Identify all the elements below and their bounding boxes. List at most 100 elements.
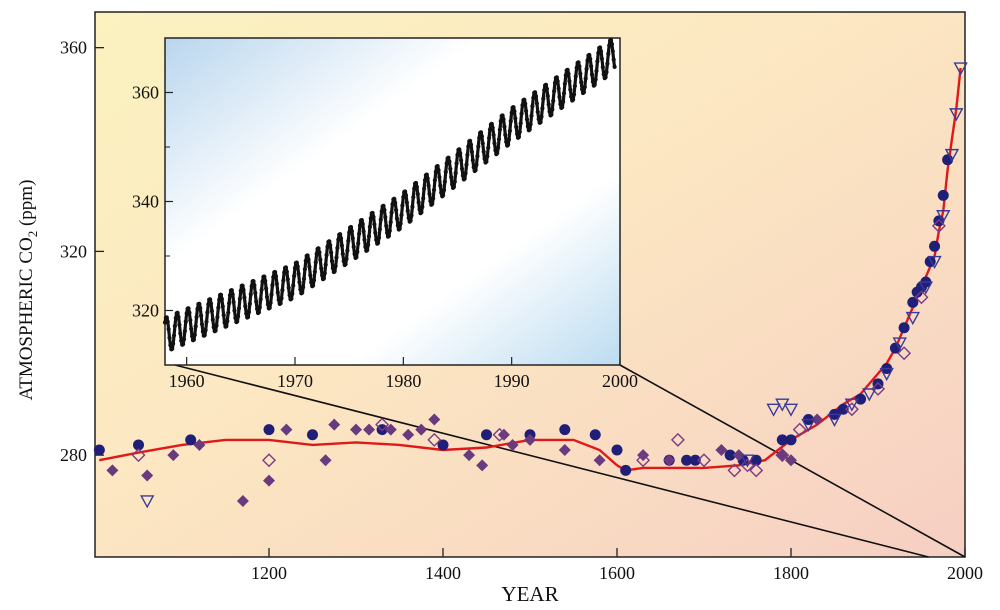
- data-point-diamond: [402, 428, 415, 441]
- inset-monthly-point: [350, 236, 355, 241]
- data-point-circle: [837, 403, 849, 415]
- inset-monthly-point: [528, 122, 533, 127]
- data-point-circle: [437, 439, 449, 451]
- inset-monthly-point: [397, 226, 402, 231]
- inset-monthly-point: [316, 246, 321, 251]
- inset-monthly-point: [560, 105, 565, 110]
- inset-monthly-point: [267, 305, 272, 310]
- data-point-circle: [589, 429, 601, 441]
- inset-monthly-point: [302, 267, 307, 272]
- inset-monthly-point: [572, 83, 578, 89]
- inset-monthly-point: [323, 262, 328, 267]
- inset-monthly-point: [552, 89, 557, 94]
- inset-monthly-point: [376, 240, 381, 246]
- inset-monthly-point: [405, 208, 410, 213]
- data-point-circle: [776, 434, 788, 446]
- inset-monthly-point: [446, 155, 451, 160]
- inset-monthly-point: [297, 280, 302, 285]
- data-points: [93, 62, 968, 509]
- inset-monthly-point: [377, 227, 382, 232]
- inset-monthly-point: [529, 113, 534, 118]
- inset-monthly-point: [388, 220, 393, 225]
- inset-monthly-point: [175, 310, 180, 315]
- inset-monthly-point: [344, 256, 349, 262]
- inset-monthly-point: [496, 145, 501, 150]
- data-point-diamond: [785, 454, 797, 467]
- inset-monthly-point: [565, 67, 570, 72]
- data-point-diamond: [506, 438, 519, 451]
- inset-monthly-point: [424, 172, 429, 177]
- inset-monthly-point: [216, 305, 221, 310]
- inset-monthly-point: [511, 105, 516, 110]
- data-point-diamond: [236, 494, 249, 507]
- inset-monthly-point: [324, 253, 329, 258]
- inset-monthly-point: [403, 189, 408, 194]
- inset-monthly-point: [178, 331, 183, 336]
- inset-monthly-point: [240, 283, 245, 288]
- inset-monthly-point: [187, 310, 192, 315]
- inset-monthly-point: [387, 228, 392, 233]
- inset-monthly-point: [225, 319, 230, 324]
- inset-monthly-point: [242, 295, 247, 300]
- data-point-circle: [263, 424, 275, 436]
- inset-monthly-point: [251, 279, 256, 284]
- inset-monthly-point: [215, 315, 220, 320]
- inset-monthly-point: [413, 180, 419, 186]
- inset-monthly-point: [430, 201, 435, 206]
- inset-monthly-point: [301, 276, 307, 281]
- data-point-diamond: [732, 449, 745, 462]
- inset-monthly-point: [329, 250, 334, 255]
- inset-monthly-point: [415, 192, 420, 197]
- inset-monthly-point: [284, 269, 289, 274]
- inset-monthly-point: [264, 286, 269, 291]
- inset-monthly-point: [210, 317, 215, 322]
- inset-monthly-point: [543, 82, 549, 87]
- inset-monthly-point: [489, 121, 494, 126]
- inset-monthly-point: [577, 64, 582, 69]
- inset-monthly-point: [285, 277, 290, 282]
- inset-monthly-point: [283, 265, 289, 270]
- data-point-open-diamond: [670, 432, 685, 447]
- data-point-open-triangle: [827, 413, 842, 427]
- inset-y-tick-label: 320: [132, 301, 159, 321]
- zoom-line-left: [174, 364, 929, 558]
- inset-monthly-point: [594, 68, 599, 74]
- inset-monthly-point: [496, 137, 502, 142]
- inset-monthly-point: [400, 203, 405, 208]
- inset-monthly-point: [524, 117, 530, 122]
- inset-monthly-point: [221, 313, 226, 318]
- inset-monthly-point: [170, 346, 175, 351]
- inset-monthly-point: [441, 193, 446, 198]
- inset-monthly-point: [203, 328, 208, 333]
- inset-monthly-point: [519, 111, 524, 116]
- data-point-open-diamond: [844, 402, 859, 417]
- inset-monthly-point: [394, 216, 400, 221]
- inset-monthly-point: [593, 77, 598, 82]
- inset-monthly-point: [209, 309, 214, 314]
- inset-monthly-point: [164, 315, 169, 320]
- inset-monthly-point: [458, 151, 463, 156]
- inset-monthly-point: [431, 196, 436, 201]
- inset-monthly-point: [292, 274, 297, 279]
- inset-monthly-point: [427, 191, 432, 197]
- main-axes: 1200 1400 1600 1800 2000 280 320 360: [60, 38, 983, 583]
- data-point-circle: [907, 296, 919, 308]
- inset-monthly-point: [219, 296, 224, 302]
- data-point-open-diamond: [931, 218, 946, 233]
- inset-monthly-point: [270, 283, 275, 288]
- inset-monthly-point: [468, 142, 474, 147]
- inset-monthly-point: [359, 218, 364, 223]
- inset-monthly-point: [186, 306, 191, 311]
- inset-monthly-point: [419, 210, 424, 215]
- inset-monthly-point: [587, 52, 592, 58]
- inset-monthly-point: [411, 195, 416, 200]
- inset-monthly-point: [584, 66, 589, 71]
- data-point-diamond: [497, 428, 510, 441]
- inset-monthly-point: [403, 193, 409, 198]
- x-tick-label: 1400: [425, 563, 461, 583]
- inset-monthly-point: [319, 266, 324, 271]
- inset-monthly-point: [231, 299, 236, 305]
- inset-monthly-point: [474, 162, 479, 167]
- inset-monthly-point: [484, 159, 489, 164]
